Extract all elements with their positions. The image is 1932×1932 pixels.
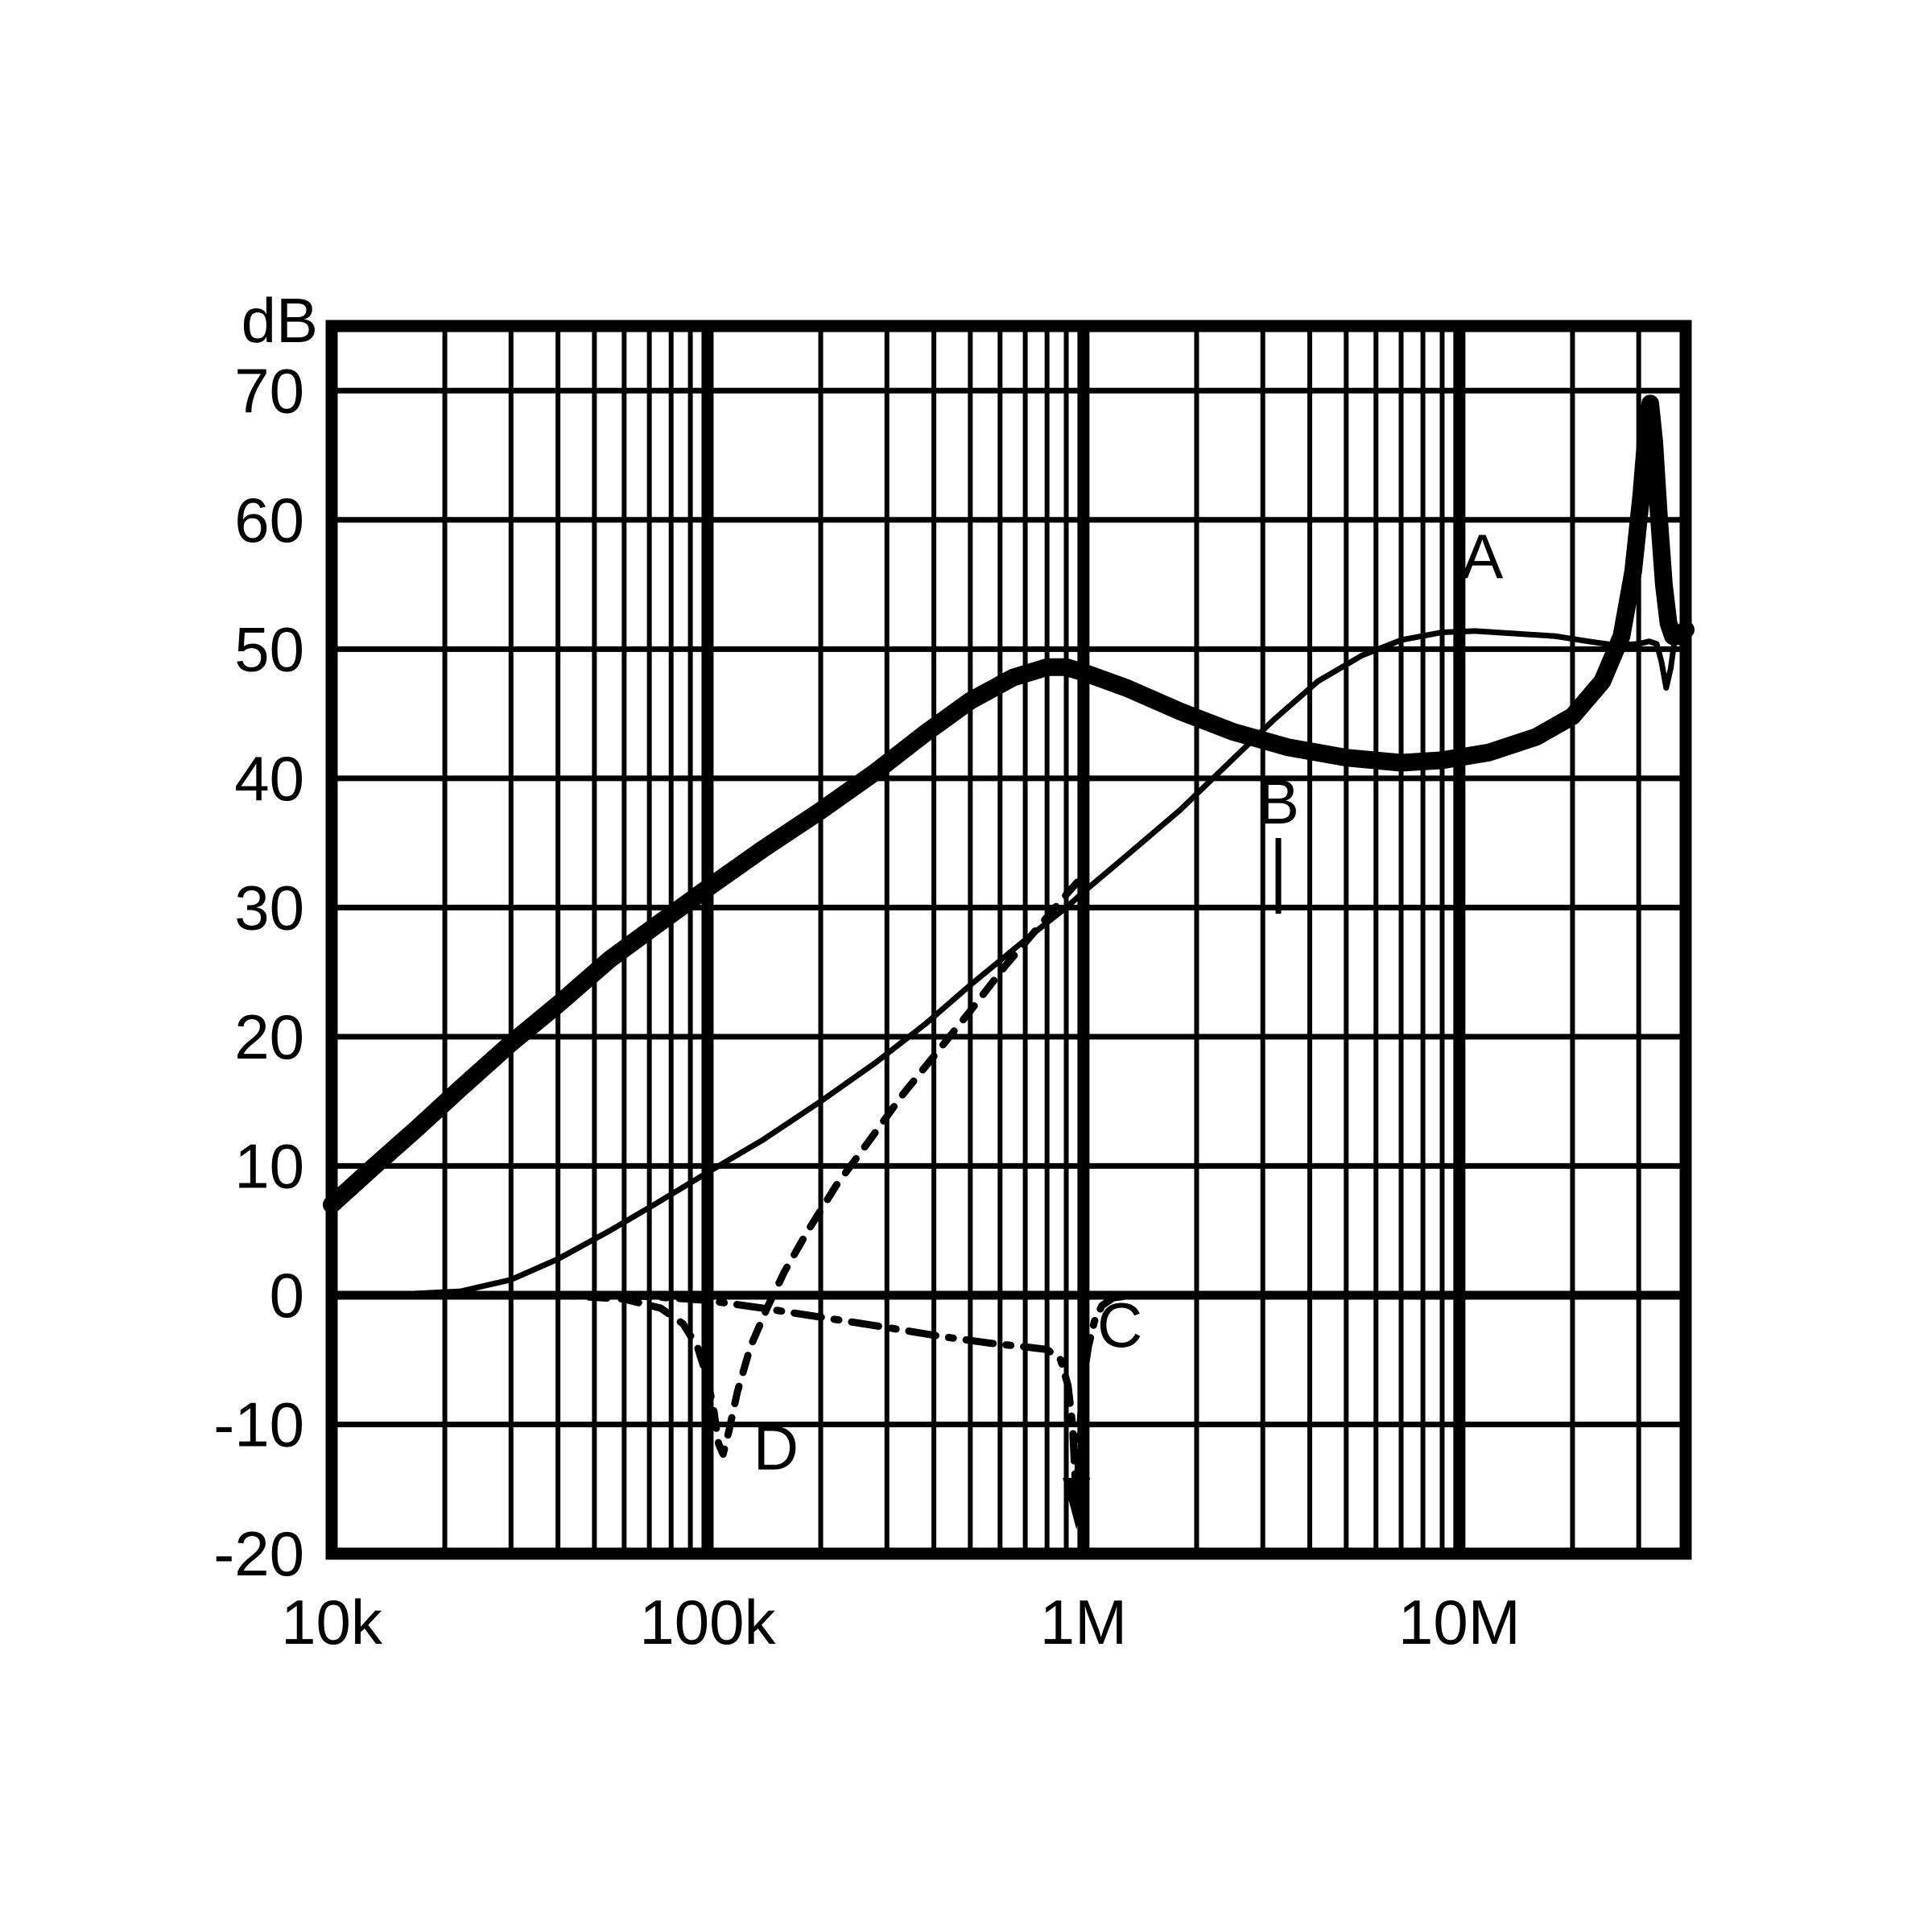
y-tick-label: -10 bbox=[213, 1389, 304, 1459]
annotation-label-C: C bbox=[1097, 1290, 1142, 1360]
annotation-label-D: D bbox=[753, 1413, 799, 1484]
y-axis-tick-labels: 70 60 50 40 30 20 10 0 -10 -20 bbox=[213, 355, 304, 1589]
x-tick-label: 1M bbox=[1040, 1587, 1127, 1657]
y-tick-label: 30 bbox=[234, 872, 304, 943]
annotation-label-A: A bbox=[1461, 521, 1503, 592]
x-axis-tick-labels: 10k 100k 1M 10M bbox=[281, 1587, 1521, 1657]
y-axis-title: dB bbox=[242, 285, 318, 356]
series-curve-A bbox=[323, 394, 1695, 1214]
y-tick-label: 20 bbox=[234, 1001, 304, 1072]
y-tick-label: 40 bbox=[234, 743, 304, 814]
series-curve-C bbox=[328, 1291, 1690, 1519]
y-tick-label: 50 bbox=[234, 613, 304, 684]
x-tick-label: 100k bbox=[639, 1587, 776, 1657]
y-tick-label: 60 bbox=[234, 485, 304, 555]
plot-frame bbox=[325, 320, 1692, 1560]
y-tick-label: 70 bbox=[234, 355, 304, 426]
y-tick-label: 10 bbox=[234, 1130, 304, 1201]
annotation-label-B: B bbox=[1257, 766, 1299, 837]
data-series-layer bbox=[323, 394, 1695, 1530]
series-curve-B bbox=[328, 625, 1689, 1298]
curve-annotations: A B C D bbox=[753, 521, 1504, 1484]
series-curve-D bbox=[328, 871, 1088, 1458]
y-tick-label: -20 bbox=[213, 1518, 304, 1589]
minor-gridlines bbox=[442, 326, 1688, 1554]
x-tick-label: 10k bbox=[281, 1587, 383, 1657]
x-tick-label: 10M bbox=[1398, 1587, 1521, 1657]
y-tick-label: 0 bbox=[270, 1260, 304, 1331]
plot-border bbox=[325, 320, 1692, 1560]
series-c-arrowhead bbox=[1063, 1477, 1091, 1530]
